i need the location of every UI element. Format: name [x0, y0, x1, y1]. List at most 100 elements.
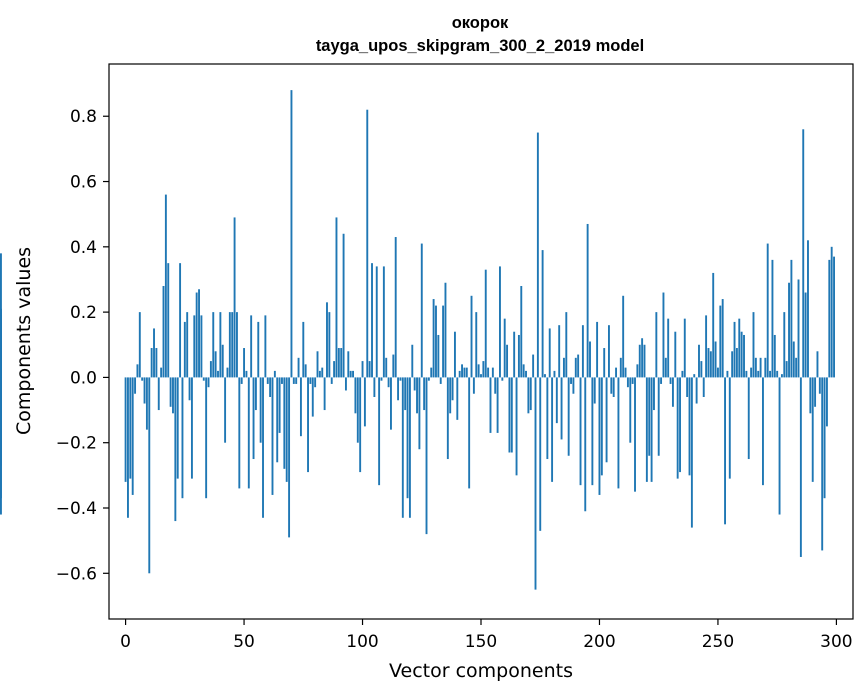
bar-272: [769, 370, 772, 378]
bar-278: [783, 312, 786, 378]
bar-288: [807, 240, 809, 378]
bar-7: [141, 377, 144, 381]
bar-295: [823, 377, 826, 499]
bar-227: [662, 292, 665, 378]
bar-105: [373, 377, 376, 397]
bar-144: [465, 367, 468, 378]
bar-231: [671, 377, 674, 407]
bar-16: [162, 286, 165, 378]
bar-61: [269, 377, 272, 397]
bar-115: [397, 377, 400, 401]
bar-161: [506, 344, 509, 378]
bar-182: [555, 377, 558, 424]
bar-221: [648, 377, 651, 456]
bar-140: [456, 377, 459, 420]
bar-undefined: [0, 348, 2, 378]
bar-215: [634, 377, 636, 492]
bar-136: [446, 377, 449, 460]
bar-180: [551, 377, 554, 482]
bar-47: [236, 312, 238, 378]
bar-226: [660, 377, 663, 384]
bar-208: [617, 377, 620, 489]
bar-90: [337, 348, 340, 378]
bar-87: [330, 377, 333, 384]
bar-259: [738, 318, 741, 378]
bar-237: [686, 377, 689, 397]
bar-3: [131, 377, 134, 495]
bar-251: [719, 305, 722, 378]
bar-199: [596, 321, 599, 378]
bar-155: [491, 367, 494, 378]
bar-247: [709, 351, 712, 378]
bar-107: [378, 377, 381, 486]
bar-undefined: [0, 377, 2, 499]
bar-76: [304, 364, 307, 378]
chart-title: окорок: [452, 14, 509, 32]
plot-frame: [108, 63, 854, 620]
bar-195: [586, 223, 589, 378]
bar-124: [418, 377, 421, 450]
bar-57: [259, 377, 262, 443]
bar-197: [591, 377, 594, 486]
y-tick-label-6: 0.6: [70, 173, 97, 193]
bar-210: [622, 295, 625, 378]
bar-146: [470, 295, 473, 378]
bar-239: [690, 377, 693, 528]
bar-50: [243, 348, 246, 378]
bar-250: [716, 367, 719, 378]
bar-51: [245, 370, 248, 378]
bar-262: [745, 370, 748, 378]
bar-81: [316, 351, 319, 378]
bar-224: [655, 312, 658, 378]
bar-245: [705, 315, 708, 378]
bar-128: [427, 377, 430, 381]
bar-191: [577, 354, 580, 378]
bar-160: [503, 318, 506, 378]
bar-176: [541, 250, 544, 378]
bar-296: [825, 377, 828, 427]
bar-222: [650, 377, 653, 482]
bar-32: [200, 315, 203, 378]
bar-246: [707, 348, 710, 378]
bar-86: [328, 312, 331, 378]
bar-164: [513, 331, 516, 378]
bar-111: [387, 377, 390, 388]
bar-243: [700, 361, 703, 378]
bar-54: [252, 377, 255, 460]
bar-131: [435, 305, 437, 378]
bar-219: [643, 344, 646, 378]
bar-150: [480, 374, 482, 378]
bar-77: [307, 377, 309, 473]
bar-151: [482, 361, 485, 378]
bar-169: [525, 370, 527, 378]
bar-68: [285, 377, 288, 482]
bar-83: [321, 367, 324, 378]
bar-299: [833, 256, 835, 378]
bar-139: [453, 331, 456, 378]
bar-78: [309, 377, 312, 384]
bar-290: [811, 377, 814, 482]
bar-220: [645, 377, 648, 482]
bar-70: [290, 90, 293, 378]
bar-34: [205, 377, 208, 499]
bar-37: [212, 312, 215, 378]
bar-277: [780, 374, 783, 378]
bar-249: [714, 341, 717, 378]
bar-75: [302, 321, 305, 378]
bar-117: [401, 377, 404, 518]
bar-95: [349, 370, 352, 378]
bar-11: [150, 348, 153, 378]
bar-109: [382, 266, 385, 378]
bar-5: [136, 364, 139, 378]
bar-196: [589, 341, 591, 378]
bar-297: [828, 259, 831, 378]
bar-171: [529, 377, 532, 411]
bar-276: [778, 377, 781, 515]
bar-258: [735, 348, 738, 378]
bar-189: [572, 377, 575, 394]
bar-148: [475, 312, 478, 378]
bar-279: [785, 361, 788, 378]
bar-163: [510, 377, 513, 453]
bar-49: [240, 377, 243, 384]
bar-200: [598, 377, 601, 495]
